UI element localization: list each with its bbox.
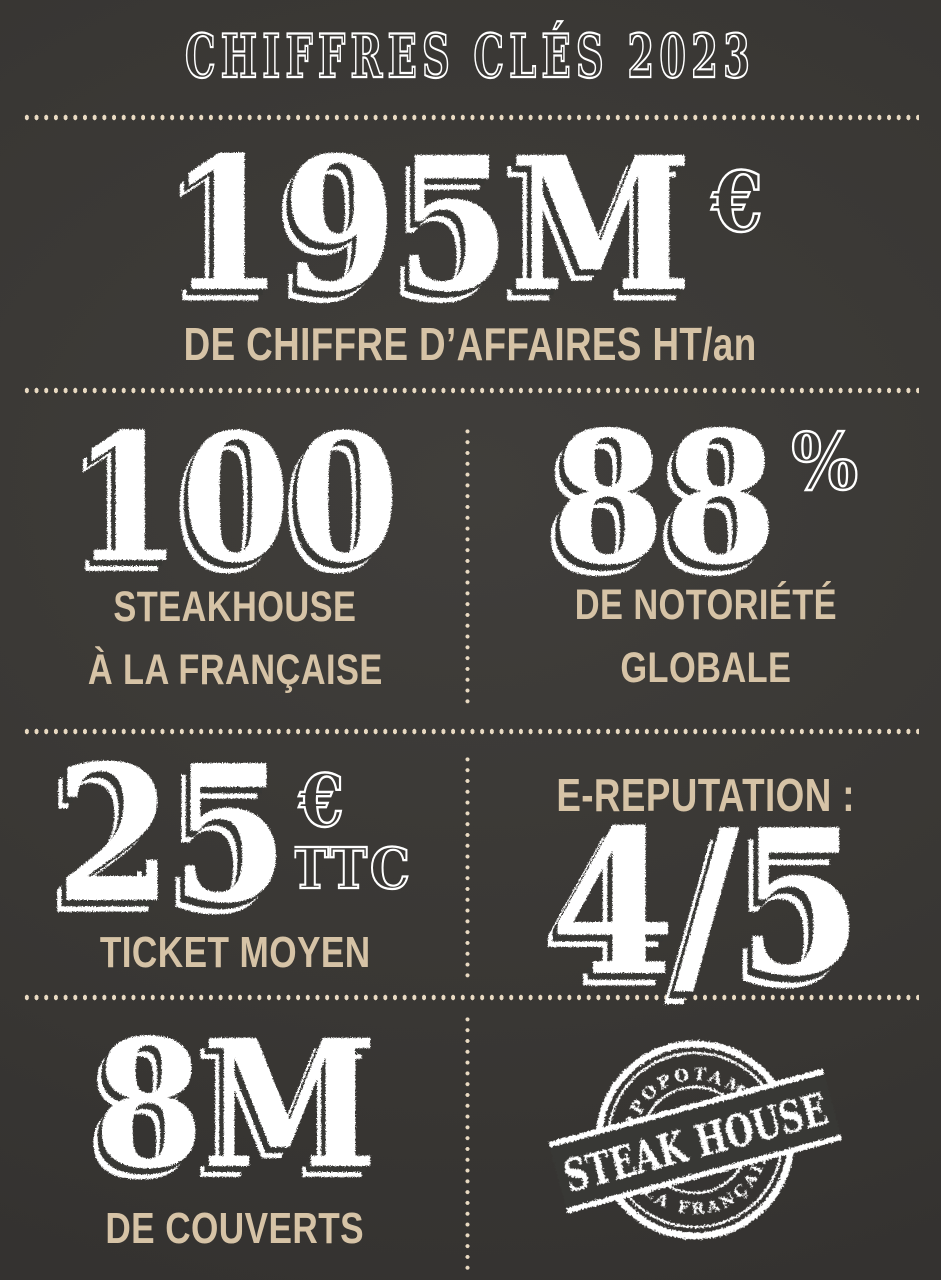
ereputation-heading-wrap: E-REPUTATION :: [470, 762, 941, 830]
stamp-banner-bottom-line: [566, 1134, 842, 1214]
stat-ereputation: 4/5: [470, 804, 941, 1004]
page-title: CHIFFRES CLÉS 2023: [185, 21, 755, 92]
ticket-tax-label: TTC: [294, 844, 412, 896]
stat-covers-value: 8M: [93, 1001, 378, 1208]
stat-covers: 8M: [0, 1017, 470, 1193]
stat-covers-label: DE COUVERTS: [105, 1204, 365, 1253]
stat-restaurants: 100: [0, 411, 470, 587]
stat-revenue-label: DE CHIFFRE D’AFFAIRES HT/an: [183, 318, 758, 370]
dotted-divider-vertical: [464, 754, 471, 984]
dotted-divider-horizontal: [22, 114, 919, 121]
stat-restaurants-label-line2: À LA FRANÇAISE: [87, 646, 383, 695]
stat-restaurants-value: 100: [72, 395, 399, 602]
euro-symbol: €: [297, 768, 345, 836]
dotted-divider-horizontal: [22, 994, 919, 1001]
stat-ereputation-value: 4/5: [550, 786, 863, 1021]
stat-ticket-value: 25: [55, 724, 289, 945]
ereputation-heading: E-REPUTATION :: [556, 769, 855, 821]
ticket-currency-symbol: €: [298, 768, 344, 836]
awareness-unit: %: [791, 427, 858, 508]
stat-revenue-label-wrap: DE CHIFFRE D’AFFAIRES HT/an: [0, 311, 941, 379]
stat-ticket-label-wrap: TICKET MOYEN: [0, 921, 470, 986]
dotted-divider-horizontal: [22, 387, 919, 394]
revenue-currency-symbol: €: [711, 165, 763, 251]
ttc-label-svg: TTC: [294, 844, 412, 896]
stamp-banner-top-line: [548, 1068, 825, 1148]
header: CHIFFRES CLÉS 2023: [184, 20, 755, 93]
stat-awareness-label-line2: GLOBALE: [620, 644, 791, 693]
dotted-divider-vertical: [464, 426, 471, 708]
stat-awareness-label: DE NOTORIÉTÉ GLOBALE: [470, 574, 941, 700]
stat-revenue: 195M €: [0, 133, 941, 317]
stat-restaurants-label-line1: STEAKHOUSE: [113, 583, 357, 631]
euro-symbol: €: [710, 165, 765, 252]
percent-symbol: %: [790, 427, 859, 509]
stat-awareness-value: 88: [550, 391, 777, 605]
dotted-divider-horizontal: [22, 728, 919, 735]
stat-restaurants-label: STEAKHOUSE À LA FRANÇAISE: [0, 576, 470, 702]
stat-revenue-value: 195M: [168, 117, 693, 333]
stat-average-ticket: 25 € TTC: [0, 741, 470, 929]
stat-awareness-label-line1: DE NOTORIÉTÉ: [574, 581, 837, 629]
stamp-banner: [548, 1068, 842, 1214]
stamp-main-text: STEAK HOUSE: [559, 1084, 833, 1203]
dotted-divider-vertical: [464, 1014, 471, 1272]
stat-awareness: 88 %: [470, 407, 941, 589]
stat-ticket-label: TICKET MOYEN: [99, 928, 371, 977]
stat-covers-label-wrap: DE COUVERTS: [0, 1197, 470, 1262]
steakhouse-stamp-logo: HIPPOPOTAMUS À LA FRANÇAISE STEAK HOUSE: [548, 1040, 842, 1240]
